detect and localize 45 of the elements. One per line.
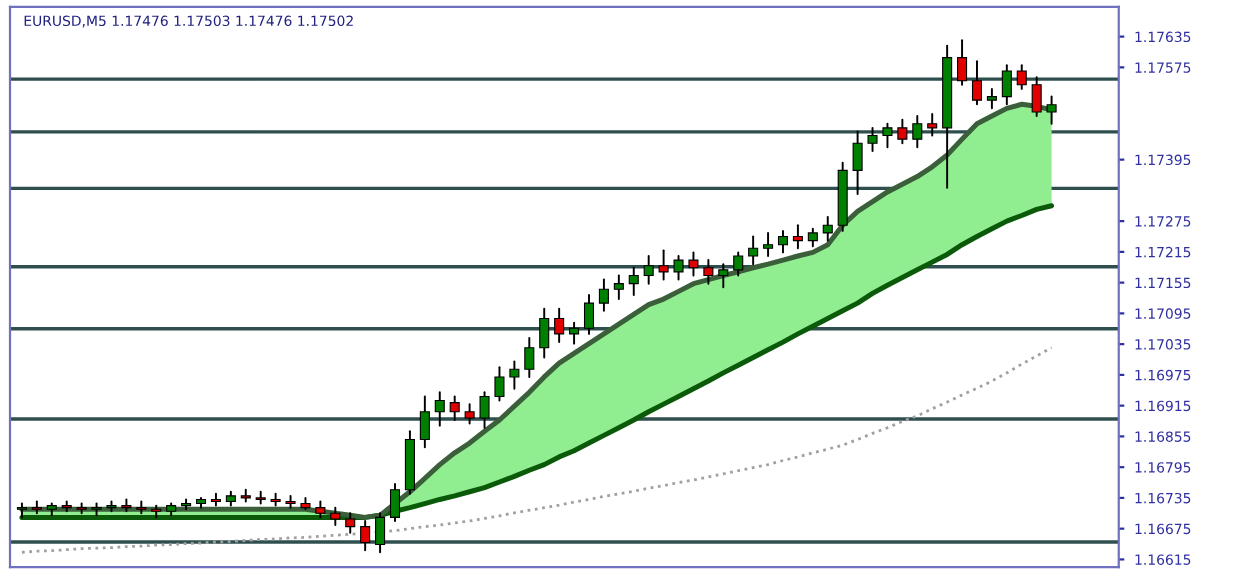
candlestick (658, 249, 669, 281)
candlestick (583, 293, 595, 335)
candlestick (1016, 64, 1027, 90)
candlestick (598, 278, 609, 312)
candlestick (718, 263, 729, 289)
candlestick (897, 118, 908, 145)
candlestick (971, 60, 983, 106)
candlestick (494, 366, 505, 402)
candlestick (464, 403, 475, 425)
candlestick (822, 216, 833, 242)
candlestick (1046, 95, 1057, 125)
candlestick (748, 235, 759, 266)
candlestick (688, 251, 699, 277)
candlestick (509, 360, 520, 390)
candlestick (867, 126, 878, 152)
candlestick (569, 321, 580, 345)
candlestick (479, 391, 490, 429)
candlestick (927, 113, 938, 137)
candlestick (643, 255, 654, 285)
candlestick (628, 266, 639, 296)
candlestick (882, 122, 893, 149)
candlestick (1001, 64, 1012, 106)
candlestick (360, 520, 371, 552)
candlestick (419, 395, 430, 449)
candlestick (733, 251, 744, 277)
line-series (20, 346, 1053, 554)
candlestick (986, 87, 997, 110)
candlestick (703, 259, 714, 285)
candlestick (852, 130, 863, 195)
candlestick (673, 255, 684, 281)
candlestick (912, 115, 923, 149)
candlestick (449, 395, 460, 421)
candlestick (375, 512, 386, 554)
candlestick (524, 337, 535, 378)
candlestick (434, 391, 445, 427)
candlestick (792, 224, 803, 250)
candlestick (777, 229, 789, 254)
candlestick (345, 512, 356, 534)
candlestick (763, 231, 774, 257)
candlestick (1031, 76, 1042, 118)
candlestick (554, 307, 565, 344)
candlestick (389, 483, 401, 522)
candlestick (613, 274, 624, 301)
candlestick (957, 39, 968, 86)
candlestick (539, 307, 550, 359)
